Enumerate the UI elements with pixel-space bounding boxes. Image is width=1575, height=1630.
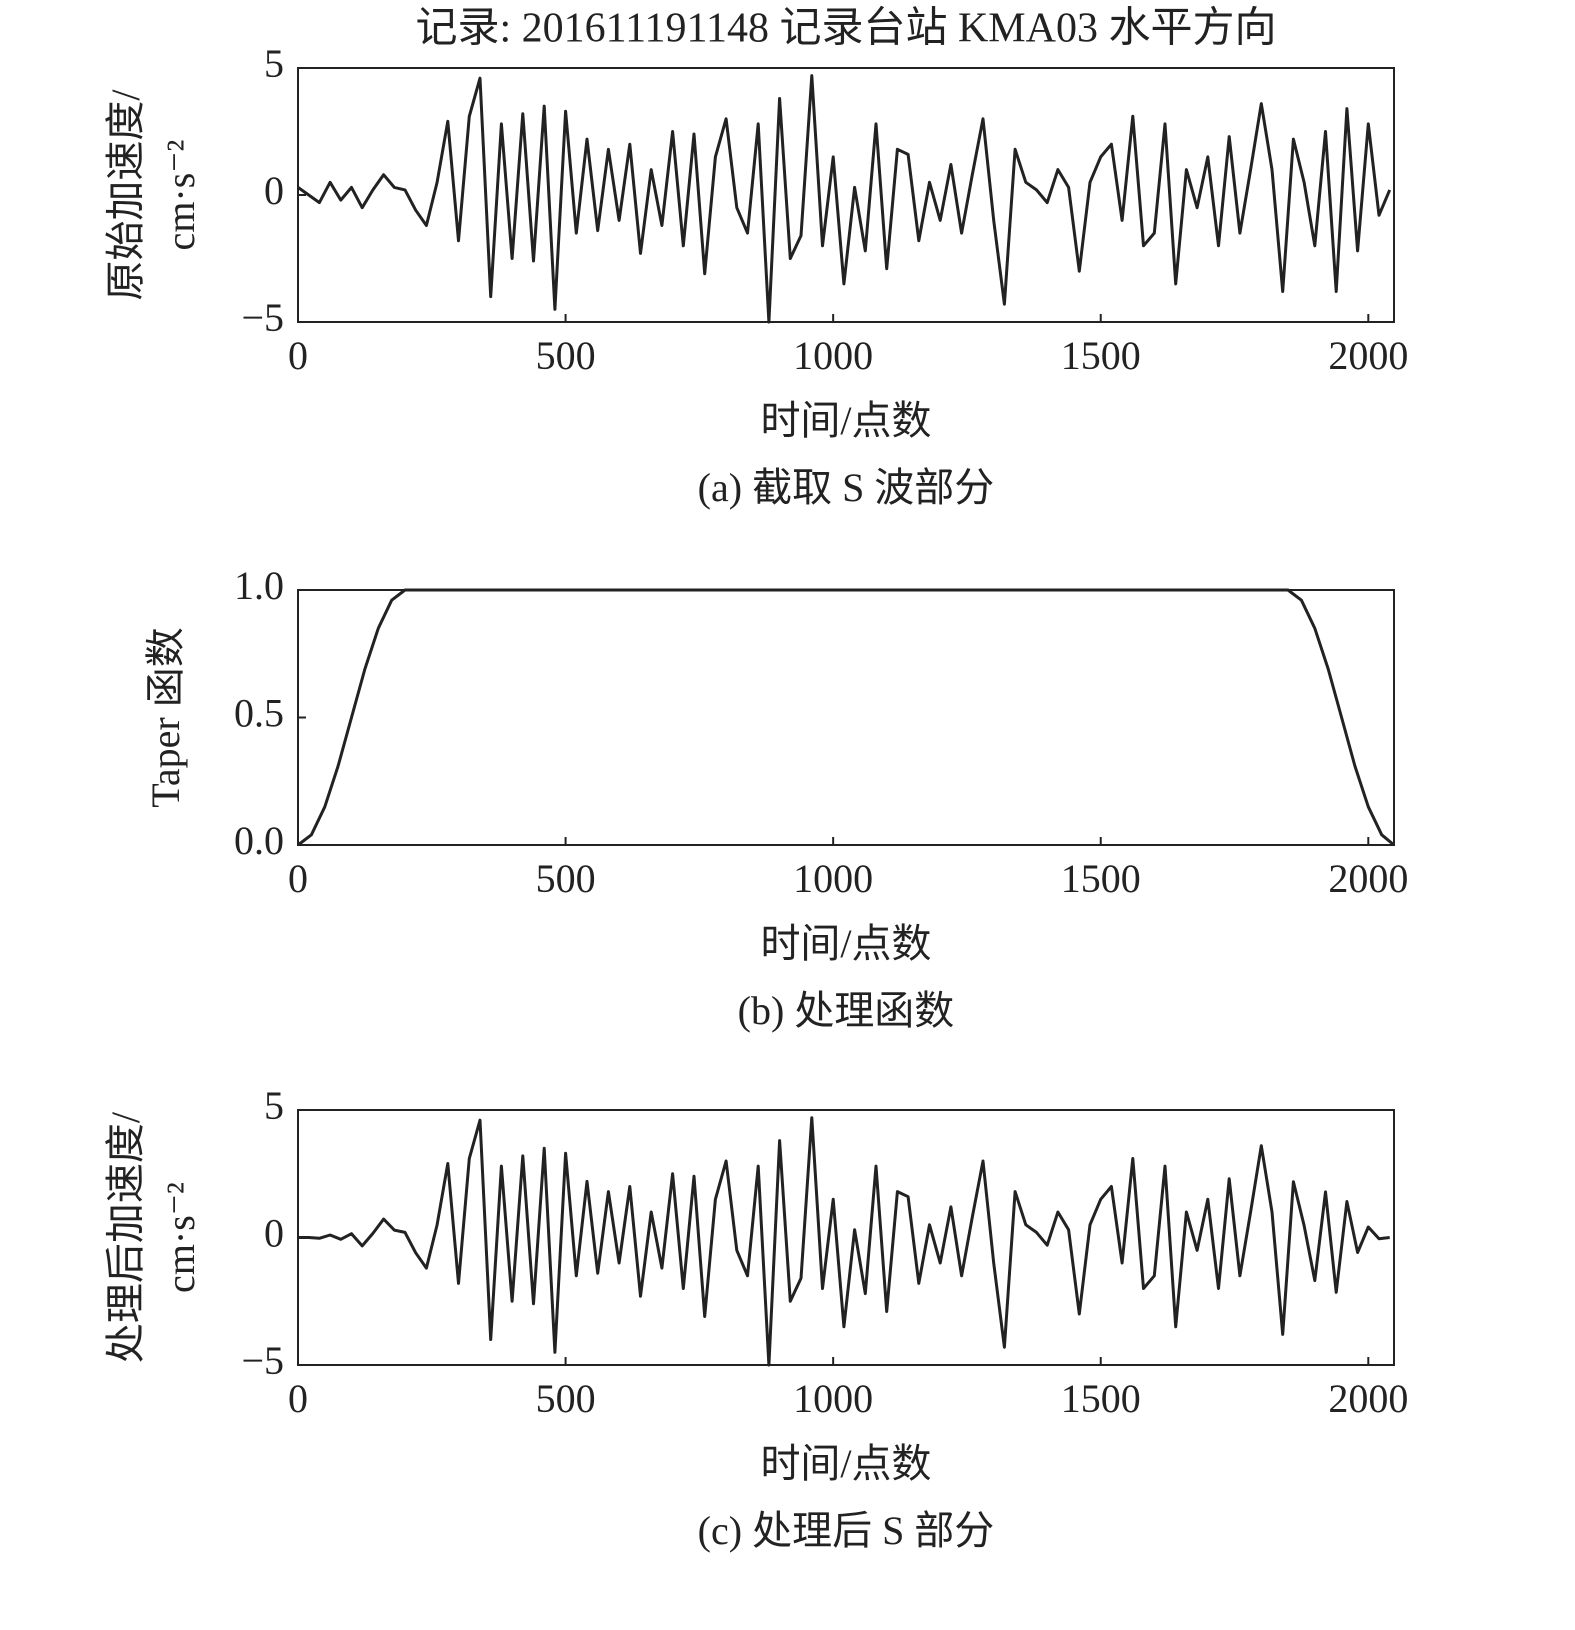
x-tick-label: 1500 — [1061, 856, 1141, 901]
y-axis-label: Taper 函数 — [143, 627, 188, 807]
waveform-line — [298, 1116, 1390, 1367]
y-tick-label: 1.0 — [234, 563, 284, 608]
x-tick-label: 500 — [536, 856, 596, 901]
waveform-line — [297, 588, 1395, 847]
caption: (c) 处理后 S 部分 — [698, 1508, 995, 1553]
y-tick-label: 0.0 — [234, 818, 284, 863]
y-tick-label: 0.5 — [234, 691, 284, 736]
x-tick-label: 0 — [288, 1376, 308, 1421]
x-axis-label: 时间/点数 — [760, 1441, 931, 1486]
x-tick-label: 0 — [288, 856, 308, 901]
x-tick-label: 1500 — [1061, 333, 1141, 378]
x-tick-label: 1000 — [793, 333, 873, 378]
y-tick-label: 0 — [264, 168, 284, 213]
x-tick-label: 0 — [288, 333, 308, 378]
figure-title: 记录: 201611191148 记录台站 KMA03 水平方向 — [415, 6, 1276, 52]
x-tick-label: 500 — [536, 1376, 596, 1421]
y-tick-label: 0 — [264, 1211, 284, 1256]
caption: (a) 截取 S 波部分 — [698, 465, 995, 510]
x-tick-label: 2000 — [1328, 856, 1408, 901]
y-axis-label: 原始加速度/ — [103, 89, 148, 301]
y-tick-label: −5 — [241, 1338, 284, 1383]
y-axis-label: cm·s⁻² — [158, 1182, 203, 1293]
x-tick-label: 2000 — [1328, 1376, 1408, 1421]
y-tick-label: 5 — [264, 41, 284, 86]
y-axis-label: cm·s⁻² — [158, 140, 203, 251]
x-tick-label: 1000 — [793, 856, 873, 901]
x-tick-label: 2000 — [1328, 333, 1408, 378]
plot-frame — [297, 589, 1395, 846]
x-tick-label: 500 — [536, 333, 596, 378]
caption: (b) 处理函数 — [738, 988, 955, 1033]
x-tick-label: 1500 — [1061, 1376, 1141, 1421]
y-axis-label: 处理后加速度/ — [103, 1111, 148, 1363]
x-tick-label: 1000 — [793, 1376, 873, 1421]
y-tick-label: −5 — [241, 295, 284, 340]
waveform-line — [297, 74, 1392, 324]
x-axis-label: 时间/点数 — [760, 921, 931, 966]
y-tick-label: 5 — [264, 1083, 284, 1128]
x-axis-label: 时间/点数 — [760, 398, 931, 443]
